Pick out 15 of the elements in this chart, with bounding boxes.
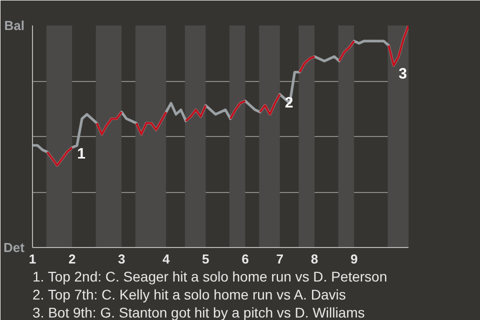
x-tick-label: 5 (202, 252, 210, 266)
text: 2. Top 7th: C. Kelly hit a solo home run vs A. Davis (32, 286, 346, 302)
text: Bal (4, 18, 25, 33)
text: 1. Top 2nd: C. Seager hit a solo home run vs D. Peterson (32, 268, 388, 284)
x-tick-label: 3 (118, 252, 126, 266)
x-tick-label: 2 (68, 252, 76, 266)
x-tick-label: 7 (276, 252, 284, 266)
annotation: 3 (398, 65, 407, 82)
text: Det (4, 240, 26, 255)
x-tick-label: 1 (28, 252, 36, 266)
x-tick-label: 4 (162, 252, 170, 266)
annotation: 1 (77, 145, 86, 162)
x-tick-label: 8 (310, 252, 318, 266)
x-tick-label: 9 (350, 252, 358, 266)
x-tick-label: 6 (242, 252, 249, 266)
